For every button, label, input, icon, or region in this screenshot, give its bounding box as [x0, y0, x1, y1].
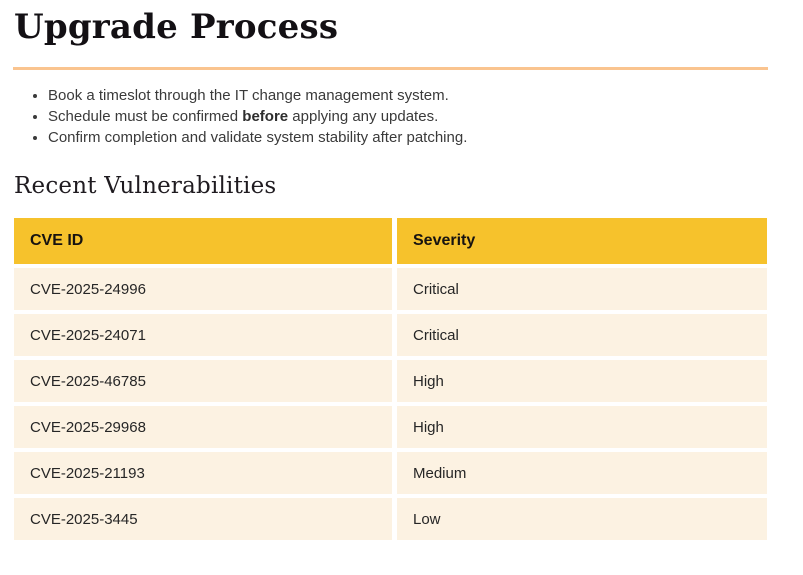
- column-header-cve-id: CVE ID: [14, 218, 392, 265]
- table-cell-cve-id: CVE-2025-46785: [14, 360, 392, 403]
- bullet-item: Book a timeslot through the IT change ma…: [48, 85, 789, 106]
- bullet-item: Confirm completion and validate system s…: [48, 127, 789, 148]
- table-cell-severity: High: [397, 406, 767, 449]
- table-cell-cve-id: CVE-2025-29968: [14, 406, 392, 449]
- table-cell-cve-id: CVE-2025-24996: [14, 268, 392, 311]
- table-cell-cve-id: CVE-2025-21193: [14, 452, 392, 495]
- bullet-item: Schedule must be confirmed before applyi…: [48, 106, 789, 127]
- process-bullet-list: Book a timeslot through the IT change ma…: [14, 85, 789, 148]
- table-cell-severity: High: [397, 360, 767, 403]
- column-header-severity: Severity: [397, 218, 767, 265]
- section-divider: [13, 66, 768, 70]
- table-cell-severity: Critical: [397, 268, 767, 311]
- section-heading-recent-vulnerabilities: Recent Vulnerabilities: [14, 172, 277, 199]
- vulnerabilities-table: CVE ID Severity CVE-2025-24996 Critical …: [14, 218, 767, 541]
- table-cell-severity: Low: [397, 498, 767, 541]
- document-page: Upgrade Process Book a timeslot through …: [0, 0, 803, 540]
- page-title: Upgrade Process: [14, 7, 339, 47]
- table-cell-severity: Critical: [397, 314, 767, 357]
- table-cell-severity: Medium: [397, 452, 767, 495]
- table-cell-cve-id: CVE-2025-24071: [14, 314, 392, 357]
- table-cell-cve-id: CVE-2025-3445: [14, 498, 392, 541]
